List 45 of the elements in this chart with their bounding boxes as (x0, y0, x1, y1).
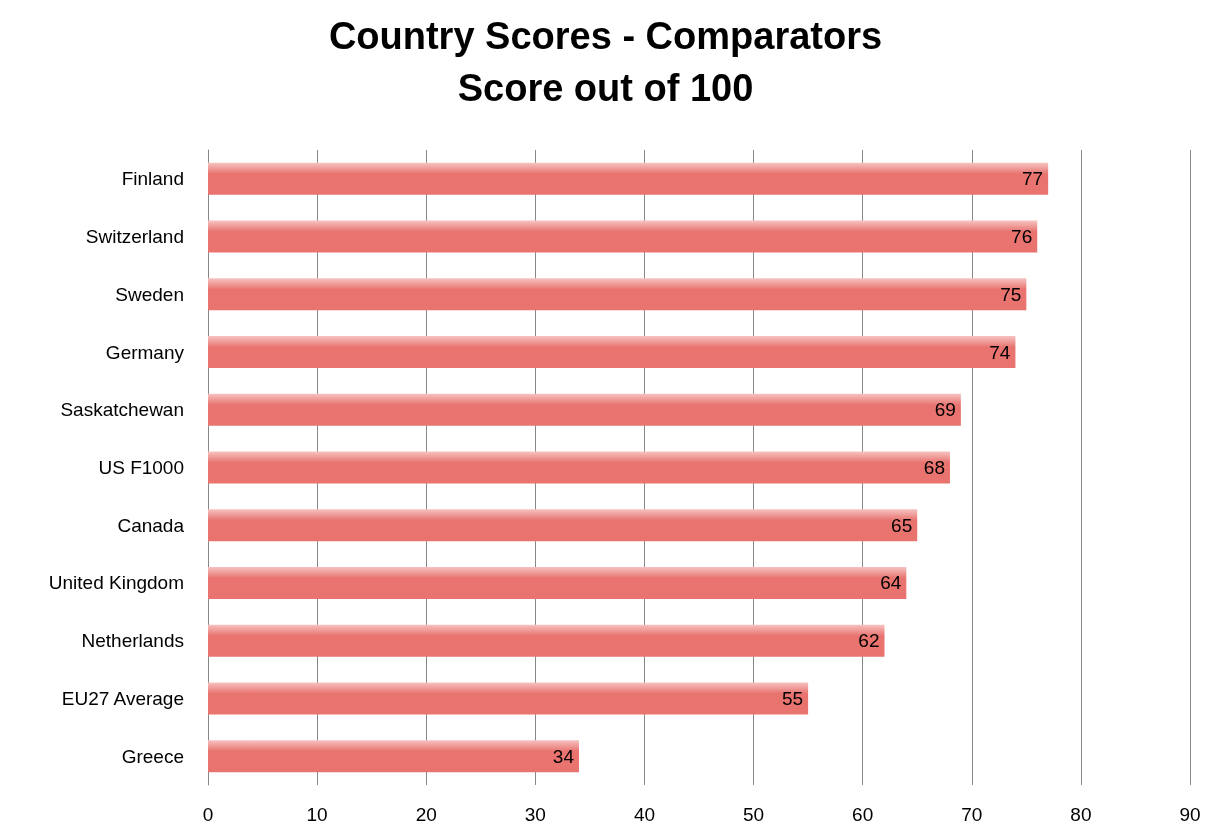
bar (208, 220, 1038, 253)
bar (208, 682, 809, 715)
data-label: 65 (891, 514, 913, 536)
y-tick-label: Canada (117, 514, 185, 536)
x-tick-label: 30 (524, 804, 546, 825)
bar (208, 566, 907, 599)
y-tick-label: Greece (121, 745, 184, 767)
x-tick-label: 90 (1179, 804, 1201, 825)
bar (208, 393, 961, 426)
data-label: 34 (552, 745, 575, 767)
bar (208, 509, 918, 542)
x-tick-label: 70 (961, 804, 983, 825)
data-label: 74 (989, 341, 1011, 363)
data-label: 55 (781, 687, 804, 709)
data-label: 69 (934, 399, 956, 421)
data-label: 77 (1022, 168, 1044, 190)
chart-title: Country Scores - Comparators (328, 15, 883, 57)
y-tick-label: EU27 Average (61, 687, 184, 709)
bar (208, 451, 950, 484)
chart-subtitle: Score out of 100 (457, 67, 754, 109)
data-label: 62 (858, 630, 880, 652)
bar (208, 624, 885, 657)
x-tick-label: 60 (852, 804, 874, 825)
data-label: 64 (880, 572, 902, 594)
data-label: 68 (923, 457, 945, 478)
x-tick-label: 0 (202, 804, 214, 825)
y-tick-label: Netherlands (81, 630, 184, 652)
bar (208, 336, 1016, 369)
y-tick-label: Sweden (115, 283, 184, 305)
bar (208, 740, 579, 773)
x-tick-label: 50 (742, 804, 765, 825)
data-label: 75 (1000, 283, 1022, 305)
x-tick-label: 20 (415, 804, 437, 825)
y-tick-label: Switzerland (85, 226, 184, 248)
data-label: 76 (1011, 226, 1033, 248)
y-tick-label: US F1000 (98, 457, 184, 478)
x-tick-label: 40 (633, 804, 656, 825)
x-tick-label: 10 (306, 804, 328, 825)
bar (208, 278, 1027, 311)
y-tick-label: United Kingdom (48, 572, 184, 594)
y-tick-label: Saskatchewan (60, 399, 184, 421)
bar (208, 162, 1049, 195)
y-tick-label: Finland (121, 168, 184, 190)
y-tick-label: Germany (105, 341, 185, 363)
x-tick-label: 80 (1070, 804, 1092, 825)
